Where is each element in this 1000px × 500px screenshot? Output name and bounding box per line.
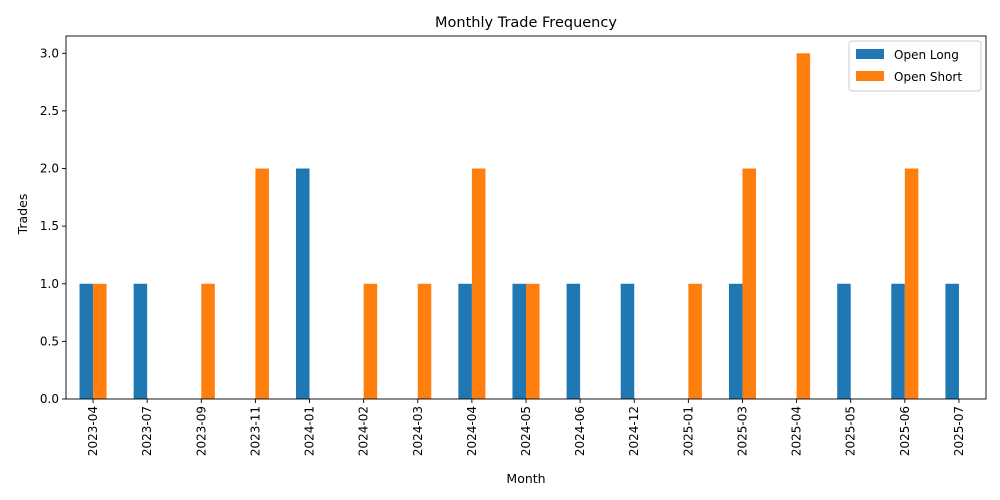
bar-open-long-2025-03 — [728, 283, 743, 399]
y-axis-label: Trades — [15, 194, 30, 236]
y-tick-label: 3.0 — [40, 46, 59, 60]
x-tick-label: 2025-04 — [790, 406, 804, 456]
x-tick-label: 2025-06 — [898, 406, 912, 456]
bar-open-short-2024-02 — [363, 283, 378, 399]
legend-label-open-short: Open Short — [894, 70, 962, 84]
bars-layer — [79, 53, 959, 400]
x-tick-label: 2025-07 — [952, 406, 966, 456]
bar-open-short-2023-09 — [201, 283, 215, 399]
x-tick-label: 2023-04 — [86, 406, 100, 456]
x-tick-label: 2024-04 — [465, 406, 479, 456]
x-tick-label: 2025-05 — [844, 406, 858, 456]
y-tick-label: 0.0 — [40, 392, 59, 406]
bar-open-short-2024-03 — [417, 283, 432, 399]
bar-open-long-2024-06 — [566, 283, 581, 399]
x-tick-label: 2024-12 — [627, 406, 641, 456]
bar-open-long-2023-04 — [79, 283, 94, 399]
bar-open-short-2025-04 — [796, 53, 811, 400]
bar-open-short-2025-06 — [904, 168, 919, 399]
ticks-layer: 0.0 0.5 1.0 1.5 2.0 2.5 3.0 2023-04 2023-07 2023-… — [40, 46, 966, 456]
x-tick-label: 2023-11 — [248, 406, 262, 456]
bar-open-short-2024-04 — [471, 168, 486, 399]
bar-open-long-2025-07 — [945, 283, 959, 399]
y-tick-label: 2.5 — [40, 104, 59, 118]
y-tick-label: 2.0 — [40, 162, 59, 176]
x-tick-label: 2024-03 — [411, 406, 425, 456]
legend-swatch-open-short — [856, 71, 884, 81]
x-tick-label: 2023-09 — [194, 406, 208, 456]
bar-open-short-2024-05 — [526, 283, 540, 399]
x-tick-label: 2024-01 — [303, 406, 317, 456]
y-tick-label: 1.0 — [40, 277, 59, 291]
x-tick-label: 2024-06 — [573, 406, 587, 456]
chart-title: Monthly Trade Frequency — [435, 15, 617, 31]
y-tick-label: 0.5 — [40, 334, 59, 348]
x-tick-label: 2024-05 — [519, 406, 533, 456]
x-axis-label: Month — [506, 471, 545, 486]
legend-swatch-open-long — [856, 49, 884, 59]
bar-open-short-2025-01 — [688, 283, 702, 399]
bar-open-long-2024-12 — [620, 283, 635, 399]
bar-open-long-2024-05 — [512, 283, 526, 399]
x-tick-label: 2024-02 — [357, 406, 371, 456]
bar-open-short-2025-03 — [742, 168, 756, 399]
legend-label-open-long: Open Long — [894, 48, 959, 62]
x-tick-label: 2025-03 — [735, 406, 749, 456]
bar-open-long-2023-07 — [133, 283, 148, 399]
bar-open-long-2025-06 — [891, 283, 905, 399]
y-tick-label: 1.5 — [40, 219, 59, 233]
x-tick-label: 2025-01 — [681, 406, 695, 456]
x-tick-label: 2023-07 — [140, 406, 154, 456]
bar-open-short-2023-04 — [93, 283, 107, 399]
legend: Open Long Open Short — [848, 40, 982, 92]
bar-open-long-2025-05 — [837, 283, 851, 399]
bar-open-long-2024-04 — [458, 283, 472, 399]
bar-open-long-2024-01 — [296, 168, 310, 399]
bar-open-short-2023-11 — [255, 168, 269, 399]
